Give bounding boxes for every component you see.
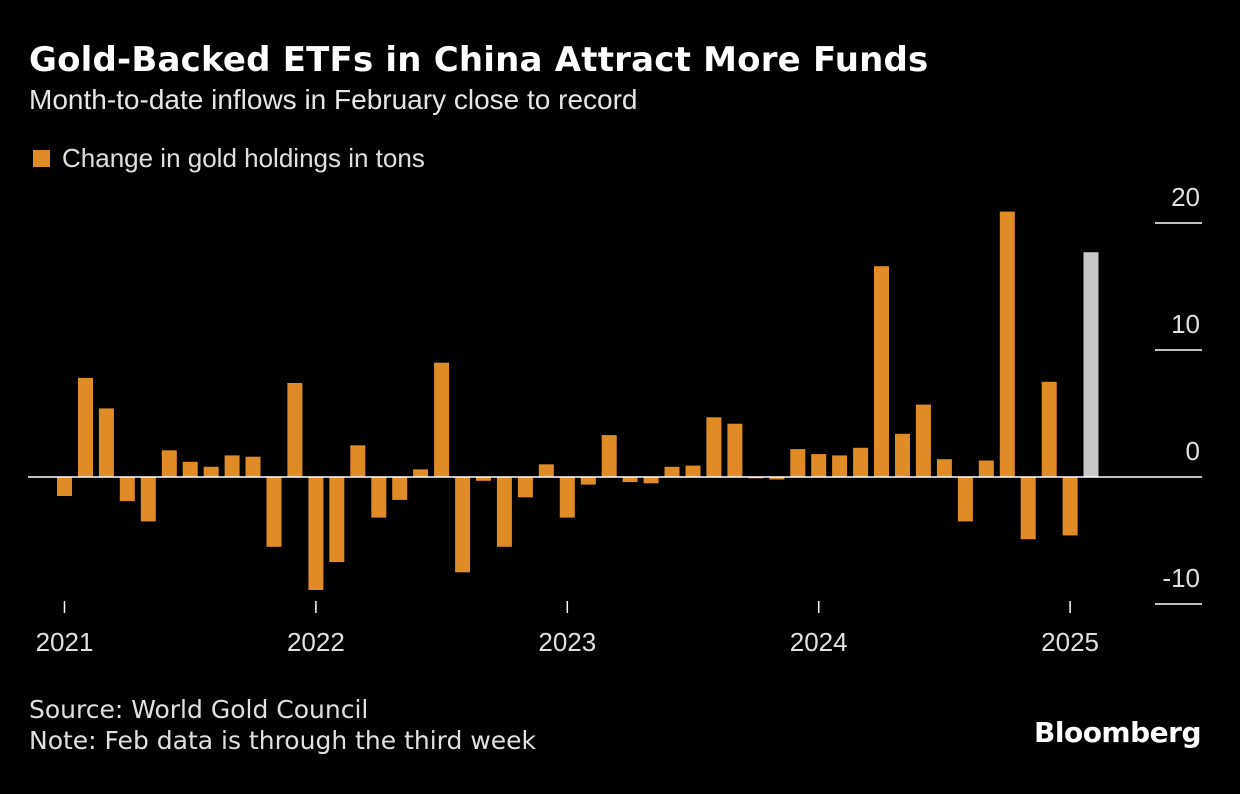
bar [978, 460, 994, 477]
bar-highlight [1083, 252, 1099, 477]
bar [350, 445, 366, 478]
y-tick-label: 0 [1186, 436, 1200, 466]
footer-notes: Source: World Gold Council Note: Feb dat… [29, 694, 536, 756]
y-tick-label: 10 [1171, 309, 1200, 339]
bar [999, 211, 1015, 477]
bar [664, 466, 680, 477]
bar [161, 450, 177, 477]
bar [1041, 381, 1057, 478]
source-text: Source: World Gold Council [29, 695, 369, 724]
chart-title: Gold-Backed ETFs in China Attract More F… [29, 40, 929, 80]
bar [643, 477, 659, 484]
note-text: Note: Feb data is through the third week [29, 726, 537, 755]
bar [496, 477, 512, 547]
bar [203, 466, 219, 477]
bar [329, 477, 345, 563]
bar [1020, 477, 1036, 540]
x-tick-label: 2022 [287, 627, 345, 657]
bar [1062, 477, 1078, 536]
bar [287, 383, 303, 477]
bar [853, 447, 869, 477]
chart-subtitle: Month-to-date inflows in February close … [29, 84, 638, 115]
bar [517, 477, 533, 498]
bar [936, 459, 952, 477]
bar [601, 435, 617, 477]
y-tick-label: 20 [1171, 182, 1200, 212]
bar [119, 477, 135, 502]
legend-label: Change in gold holdings in tons [62, 143, 425, 173]
bar [434, 362, 450, 477]
bar [224, 455, 240, 477]
x-tick-label: 2023 [538, 627, 596, 657]
bar [769, 477, 785, 480]
legend: Change in gold holdings in tons [33, 143, 425, 174]
bar [308, 477, 324, 590]
bar [140, 477, 156, 522]
bar [455, 477, 471, 573]
bar [57, 477, 72, 496]
bar [245, 456, 261, 477]
x-tick-label: 2024 [790, 627, 848, 657]
bar [727, 423, 743, 477]
legend-swatch [33, 150, 50, 167]
bar [413, 469, 429, 477]
bar [371, 477, 387, 518]
bar [476, 477, 491, 481]
bar [182, 461, 198, 477]
bar [559, 477, 575, 518]
bar [98, 408, 114, 477]
bar [622, 477, 638, 483]
bar [78, 377, 93, 477]
bar [392, 477, 408, 500]
bar [790, 449, 806, 477]
bar [580, 477, 596, 485]
bar [895, 433, 910, 477]
bar [538, 464, 554, 477]
bar [811, 454, 827, 477]
x-tick-label: 2021 [36, 627, 94, 657]
bar [832, 455, 848, 477]
bar [685, 465, 701, 477]
bar [706, 417, 722, 477]
bloomberg-logo: Bloomberg [1034, 716, 1201, 749]
bar [957, 477, 973, 522]
bar [874, 266, 889, 477]
bar [266, 477, 282, 547]
y-tick-label: -10 [1162, 563, 1200, 593]
bar [915, 404, 931, 477]
x-tick-label: 2025 [1041, 627, 1099, 657]
